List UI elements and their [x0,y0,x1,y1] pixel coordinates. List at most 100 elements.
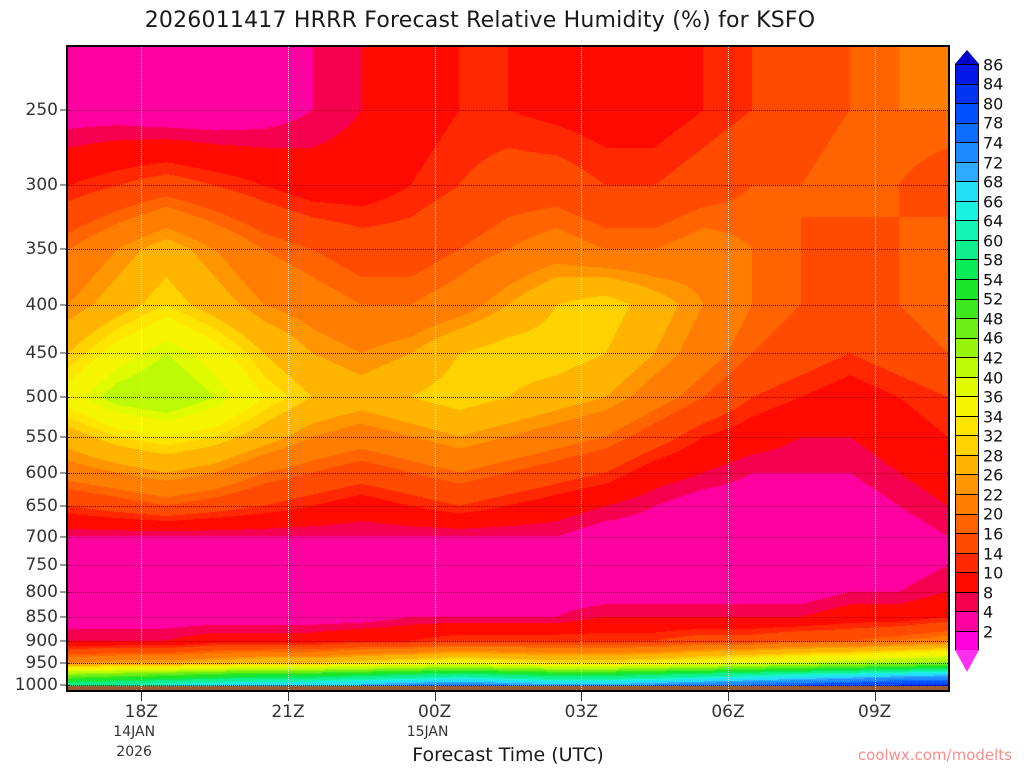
y-axis-tick-label: 500 [25,387,58,408]
x-axis-tick-label: 00Z [418,702,452,722]
x-axis-tick [288,692,289,701]
x-axis-tick-label: 09Z [858,702,892,722]
y-axis-tick-label: 400 [25,294,58,315]
y-axis-tick-label: 950 [25,653,58,674]
colorbar-swatch [955,533,979,553]
colorbar-swatch [955,200,979,221]
y-axis-tick [60,684,66,686]
y-axis-tick [60,436,66,438]
y-axis-tick [60,304,66,306]
colorbar-tick-label: 10 [983,563,1004,583]
y-axis-tick [60,396,66,398]
y-axis-tick-label: 600 [25,462,58,483]
colorbar-tick-label: 80 [983,94,1004,114]
colorbar-tick-label: 16 [983,524,1004,544]
y-axis-tick [60,591,66,593]
watermark: coolwx.com/modelts [857,746,1012,764]
colorbar-swatch [955,122,979,143]
colorbar-tick-label: 8 [983,583,994,603]
colorbar-tick-label: 86 [983,55,1004,75]
x-axis-tick [874,692,876,701]
y-axis-tick-label: 350 [25,239,58,260]
colorbar-tick-label: 20 [983,504,1004,524]
colorbar-tick-label: 32 [983,426,1004,446]
colorbar-tick-label: 22 [983,485,1004,505]
colorbar-tick-label: 14 [983,544,1004,564]
colorbar-swatch [955,298,979,319]
y-axis-tick [60,505,66,507]
colorbar-tick-label: 66 [983,192,1004,212]
x-axis-tick [581,692,583,701]
x-axis-tick-label: 21Z [271,702,305,722]
colorbar-tick-label: 72 [983,153,1004,173]
colorbar-swatch [955,494,979,514]
y-axis-tick [60,536,66,538]
colorbar-swatch [955,376,979,397]
y-axis-tick-label: 450 [25,343,58,364]
colorbar-tick-label: 58 [983,250,1004,270]
colorbar-swatch [955,103,979,123]
colorbar-tick-label: 74 [983,133,1004,153]
colorbar-tick-label: 68 [983,172,1004,192]
colorbar-swatch [955,279,979,299]
colorbar-swatch [955,220,979,240]
y-axis-tick [60,109,66,111]
x-axis-date-label: 15JAN [406,724,449,740]
colorbar-swatch [955,161,979,182]
x-axis-tick [141,692,143,701]
colorbar-tick-label: 40 [983,368,1004,388]
y-axis-tick [60,616,66,618]
colorbar-tick-label: 64 [983,211,1004,231]
x-axis-year-label: 2026 [116,744,152,760]
colorbar-swatch [955,64,979,84]
y-axis-tick-label: 800 [25,582,58,603]
x-axis-tick-label: 03Z [564,702,598,722]
colorbar-tick-label: 34 [983,407,1004,427]
colorbar-tick-label: 46 [983,328,1004,348]
x-axis-title: Forecast Time (UTC) [412,744,604,766]
y-axis-tick-label: 900 [25,630,58,651]
colorbar-swatch [955,513,979,534]
colorbar-swatch [955,552,979,573]
colorbar-tick-label: 78 [983,113,1004,133]
colorbar-tick-label: 26 [983,465,1004,485]
colorbar-swatch [955,142,979,162]
colorbar-tick-label: 4 [983,602,994,622]
colorbar-swatch [955,181,979,201]
x-axis-tick [434,692,436,701]
y-axis-tick-label: 750 [25,555,58,576]
x-axis-tick-label: 06Z [711,702,745,722]
y-axis-tick [60,662,66,664]
colorbar-swatch [955,318,979,338]
colorbar-swatch [955,415,979,436]
y-axis-tick [60,564,66,566]
colorbar-tick-label: 36 [983,387,1004,407]
page-title: 2026011417 HRRR Forecast Relative Humidi… [144,8,816,33]
y-axis-tick-label: 550 [25,426,58,447]
colorbar-tick-label: 54 [983,270,1004,290]
colorbar-over-arrow-icon [955,50,979,64]
colorbar-swatch [955,435,979,455]
humidity-heatmap-canvas [68,47,948,690]
colorbar-swatch [955,83,979,104]
colorbar-swatch [955,337,979,358]
colorbar-swatch [955,396,979,416]
colorbar-legend: 86 84 80 78 74 72 68 66 64 60 58 54 52 48 46 42 40 36 34 32… [955,50,1003,673]
colorbar-swatch [955,591,979,612]
y-axis-tick [60,640,66,642]
colorbar-swatch [955,259,979,280]
y-axis-tick-label: 850 [25,607,58,628]
x-axis-tick [728,692,729,701]
colorbar-swatch [955,239,979,260]
colorbar-tick-label: 84 [983,74,1004,94]
plot-area [66,45,950,692]
x-axis-tick-label: 18Z [124,702,158,722]
y-axis-tick [60,472,66,474]
y-axis-tick-label: 700 [25,526,58,547]
y-axis-tick-label: 300 [25,175,58,196]
colorbar-swatch [955,474,979,495]
colorbar-tick-label: 42 [983,348,1004,368]
colorbar-swatch [955,454,979,475]
x-axis-date-label: 14JAN [113,724,156,740]
colorbar-tick-label: 60 [983,231,1004,251]
